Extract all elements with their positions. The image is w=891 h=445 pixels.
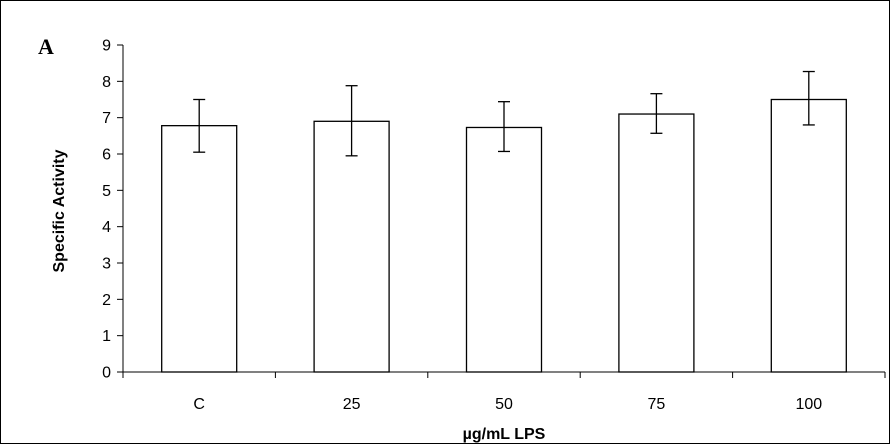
bar [465, 126, 543, 373]
y-tick-label: 4 [102, 219, 111, 236]
x-axis-title: µg/mL LPS [463, 426, 546, 443]
x-tick-label: 25 [343, 396, 361, 413]
panel-label: A [38, 34, 54, 59]
x-tick-label: C [193, 396, 205, 413]
y-tick-label: 1 [102, 328, 111, 345]
y-tick-label: 8 [102, 74, 111, 91]
bar [618, 113, 695, 373]
bars [161, 98, 847, 373]
y-tick-label: 7 [102, 110, 111, 127]
x-tick-label: 100 [795, 396, 822, 413]
bar [770, 98, 847, 373]
y-axis-title: Specific Activity [51, 149, 68, 272]
bar [161, 125, 238, 373]
y-tick-label: 6 [102, 147, 111, 164]
y-tick-label: 2 [102, 292, 111, 309]
error-bars [193, 70, 815, 157]
y-tick-label: 0 [102, 365, 111, 382]
tick-labels: 0 1 2 3 4 5 6 7 8 9 C 25 50 75 100 [102, 38, 822, 414]
x-tick-label: 50 [495, 396, 513, 413]
y-tick-label: 3 [102, 256, 111, 273]
y-tick-label: 9 [102, 38, 111, 55]
y-tick-label: 5 [102, 183, 111, 200]
x-tick-label: 75 [648, 396, 666, 413]
bar [313, 120, 390, 373]
